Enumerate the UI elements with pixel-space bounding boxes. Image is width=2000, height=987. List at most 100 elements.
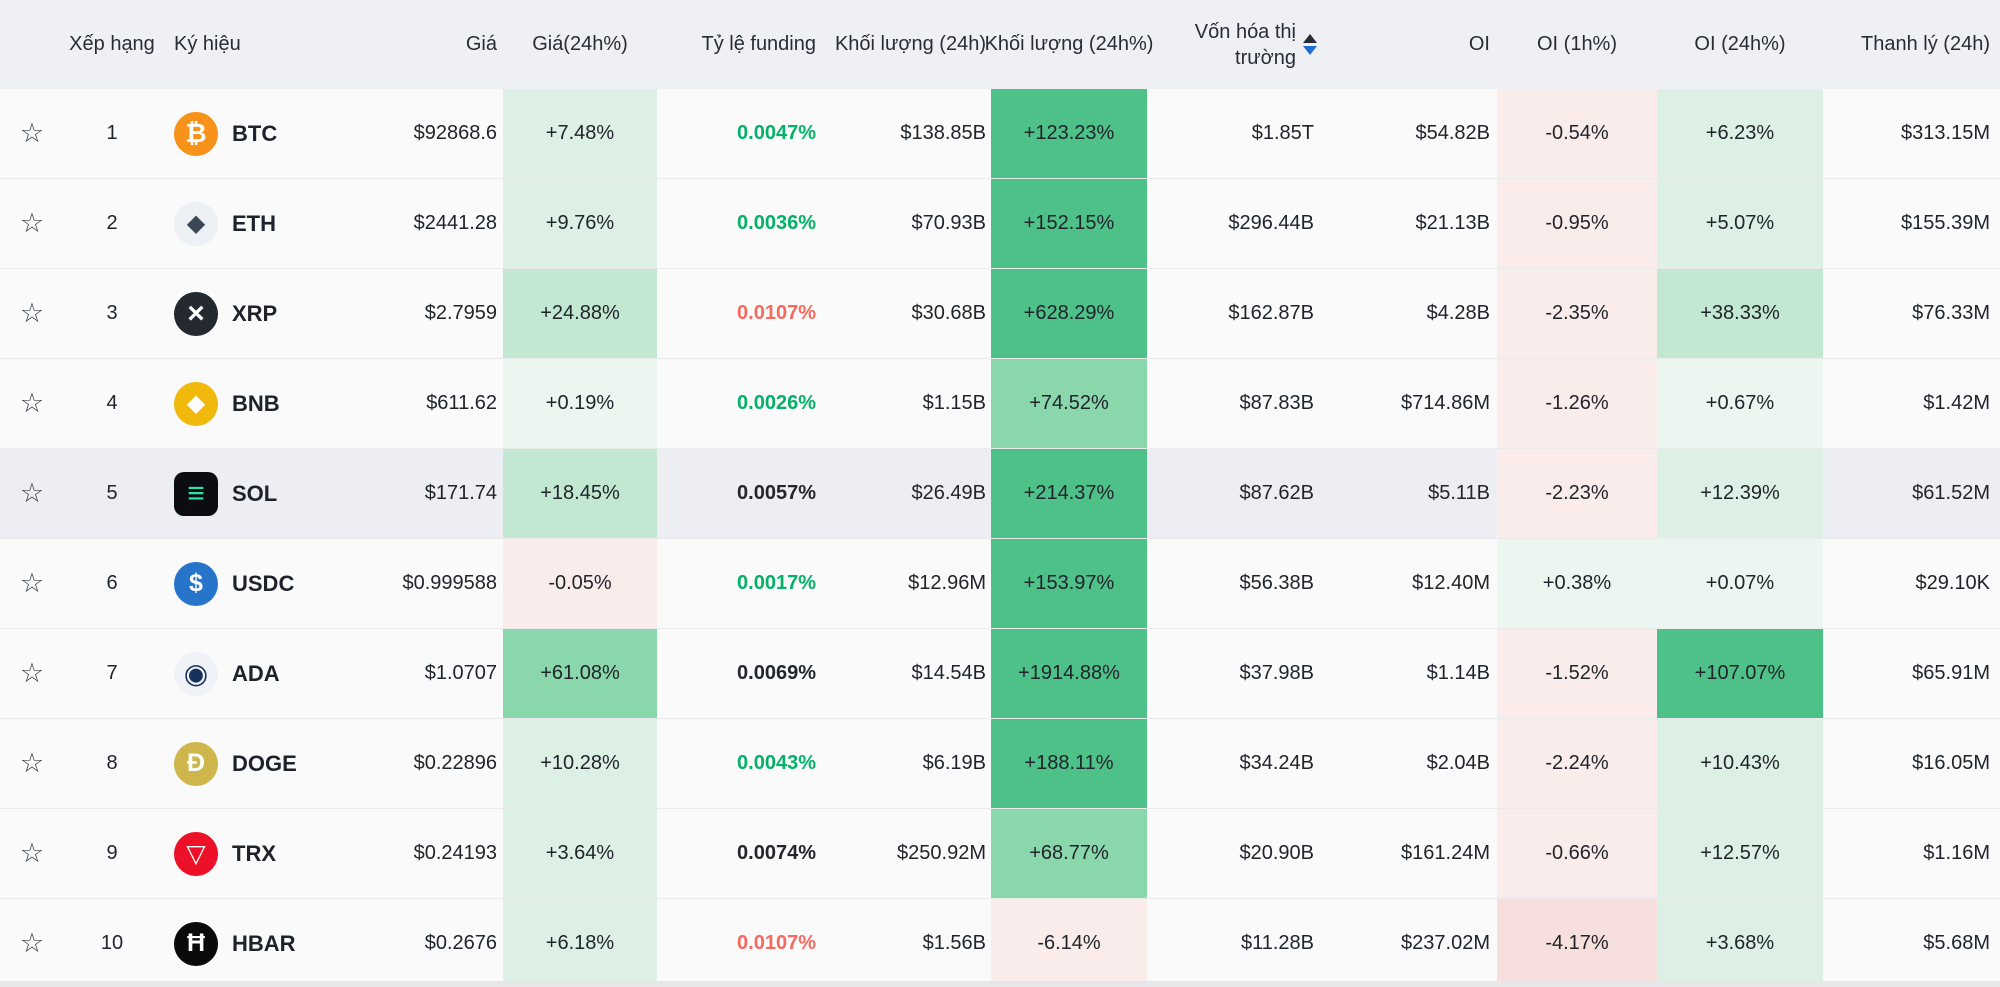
volume-24h-value: $26.49B [911, 482, 986, 504]
hbar-icon: Ħ [174, 921, 218, 966]
header-symbol[interactable]: Ký hiệu [174, 33, 241, 55]
price-value: $0.24193 [413, 842, 497, 864]
price-value: $2441.28 [413, 212, 497, 234]
price-24h-change-cell: +10.28% [503, 719, 657, 808]
coin-symbol[interactable]: TRX [232, 840, 276, 866]
sol-icon: ≡ [174, 471, 218, 516]
favorite-star-icon[interactable]: ☆ [19, 298, 45, 328]
table-row: ☆ 9 ▽ TRX $0.24193 +3.64% 0.0074% $250.9… [0, 809, 2000, 899]
favorite-star-icon[interactable]: ☆ [19, 568, 45, 598]
coin-symbol[interactable]: USDC [232, 570, 295, 596]
funding-rate-value: 0.0057% [737, 482, 816, 504]
coin-cell[interactable]: $ USDC [160, 539, 350, 628]
doge-icon: Ð [174, 741, 218, 786]
coin-cell[interactable]: × XRP [160, 269, 350, 358]
funding-rate-value: 0.0017% [737, 572, 816, 594]
volume-24h-value: $14.54B [911, 662, 986, 684]
volume-24h-change-cell: +188.11% [991, 719, 1147, 808]
price-24h-change-cell: +18.45% [503, 449, 657, 538]
coin-symbol[interactable]: HBAR [232, 930, 296, 956]
header-price[interactable]: Giá [465, 33, 497, 55]
price-value: $1.0707 [424, 662, 497, 684]
coin-cell[interactable]: ≡ SOL [160, 449, 350, 538]
coin-symbol[interactable]: XRP [232, 300, 278, 326]
coin-cell[interactable]: ◆ BNB [160, 359, 350, 448]
header-rank[interactable]: Xếp hạng [69, 33, 155, 55]
favorite-star-icon[interactable]: ☆ [19, 748, 45, 778]
header-volume-24h[interactable]: Khối lượng (24h) [834, 33, 986, 55]
open-interest-value: $1.14B [1426, 662, 1490, 684]
rank-value: 9 [106, 842, 118, 864]
favorite-star-icon[interactable]: ☆ [19, 478, 45, 508]
favorite-star-icon[interactable]: ☆ [19, 388, 45, 418]
liquidation-24h-value: $5.68M [1923, 932, 1990, 954]
coin-cell[interactable]: ◆ ETH [160, 179, 350, 268]
price-24h-change-cell: +24.88% [503, 269, 657, 358]
funding-rate-value: 0.0074% [737, 842, 816, 864]
funding-rate-value: 0.0069% [737, 662, 816, 684]
volume-24h-value: $1.15B [922, 392, 986, 414]
header-market-cap[interactable]: Vốn hóa thị trường [1147, 0, 1317, 89]
header-price-24h[interactable]: Giá(24h%) [532, 33, 628, 55]
coin-symbol[interactable]: DOGE [232, 750, 297, 776]
funding-rate-value: 0.0107% [737, 932, 816, 954]
table-row: ☆ 2 ◆ ETH $2441.28 +9.76% 0.0036% $70.93… [0, 179, 2000, 269]
open-interest-value: $54.82B [1415, 122, 1490, 144]
price-24h-change-cell: +7.48% [503, 89, 657, 178]
oi-24h-change-cell: +0.67% [1657, 359, 1823, 448]
header-oi-24h[interactable]: OI (24h%) [1694, 33, 1786, 55]
favorite-star-icon[interactable]: ☆ [19, 208, 45, 238]
price-value: $0.22896 [413, 752, 497, 774]
header-oi-1h[interactable]: OI (1h%) [1536, 33, 1618, 55]
oi-1h-change-cell: +0.38% [1497, 539, 1657, 628]
sort-desc-icon [1303, 46, 1317, 55]
horizontal-scrollbar-track[interactable] [0, 981, 2000, 987]
rank-value: 6 [106, 572, 118, 594]
oi-1h-change-cell: -2.23% [1497, 449, 1657, 538]
coin-symbol[interactable]: ETH [232, 210, 276, 236]
market-cap-value: $20.90B [1239, 842, 1314, 864]
open-interest-value: $714.86M [1401, 392, 1490, 414]
ada-icon: ◉ [174, 651, 218, 696]
oi-1h-change-cell: -1.26% [1497, 359, 1657, 448]
funding-rate-value: 0.0047% [737, 122, 816, 144]
oi-24h-change-cell: +6.23% [1657, 89, 1823, 178]
coin-cell[interactable]: ▽ TRX [160, 809, 350, 898]
usdc-icon: $ [174, 561, 218, 606]
volume-24h-change-cell: -6.14% [991, 899, 1147, 987]
coin-cell[interactable]: Ð DOGE [160, 719, 350, 808]
coin-symbol[interactable]: SOL [232, 480, 278, 506]
header-open-interest[interactable]: OI [1468, 33, 1490, 55]
liquidation-24h-value: $1.16M [1923, 842, 1990, 864]
trx-icon: ▽ [174, 831, 218, 876]
btc-icon: ₿ [174, 111, 218, 156]
header-volume-24h-pct[interactable]: Khối lượng (24h%) [984, 33, 1154, 55]
oi-24h-change-cell: +3.68% [1657, 899, 1823, 987]
table-row: ☆ 6 $ USDC $0.999588 -0.05% 0.0017% $12.… [0, 539, 2000, 629]
favorite-star-icon[interactable]: ☆ [19, 118, 45, 148]
coin-cell[interactable]: ◉ ADA [160, 629, 350, 718]
market-cap-value: $56.38B [1239, 572, 1314, 594]
oi-24h-change-cell: +12.57% [1657, 809, 1823, 898]
coin-symbol[interactable]: ADA [232, 660, 280, 686]
price-value: $2.7959 [424, 302, 497, 324]
oi-1h-change-cell: -4.17% [1497, 899, 1657, 987]
volume-24h-change-cell: +214.37% [991, 449, 1147, 538]
sort-icon[interactable] [1303, 34, 1317, 55]
bnb-icon: ◆ [174, 381, 218, 426]
open-interest-value: $5.11B [1428, 482, 1490, 504]
coin-cell[interactable]: Ħ HBAR [160, 899, 350, 987]
open-interest-value: $237.02M [1401, 932, 1490, 954]
favorite-star-icon[interactable]: ☆ [19, 658, 45, 688]
table-row: ☆ 5 ≡ SOL $171.74 +18.45% 0.0057% $26.49… [0, 449, 2000, 539]
liquidation-24h-value: $65.91M [1912, 662, 1990, 684]
coin-symbol[interactable]: BTC [232, 120, 278, 146]
market-cap-value: $11.28B [1240, 932, 1314, 954]
table-row: ☆ 4 ◆ BNB $611.62 +0.19% 0.0026% $1.15B … [0, 359, 2000, 449]
favorite-star-icon[interactable]: ☆ [19, 838, 45, 868]
header-funding-rate[interactable]: Tỷ lệ funding [701, 33, 816, 55]
header-liquidation-24h[interactable]: Thanh lý (24h) [1861, 33, 1990, 55]
coin-cell[interactable]: ₿ BTC [160, 89, 350, 178]
coin-symbol[interactable]: BNB [232, 390, 280, 416]
favorite-star-icon[interactable]: ☆ [19, 928, 45, 958]
